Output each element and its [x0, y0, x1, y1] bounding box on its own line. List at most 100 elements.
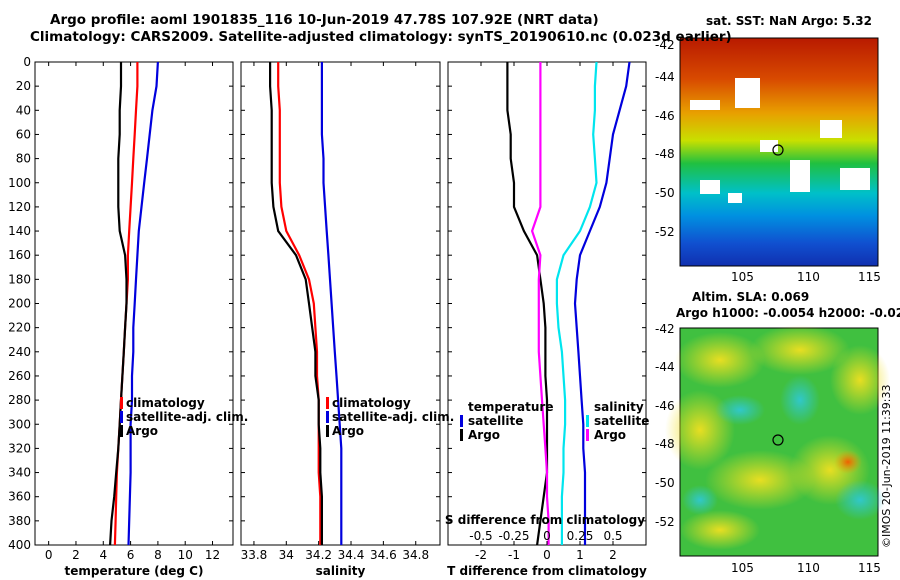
series-line-salinity-argo	[530, 62, 550, 545]
series-line-argo	[109, 62, 128, 546]
legend-swatch	[326, 411, 329, 423]
cloud-mask	[820, 120, 842, 138]
y-tick-label: 380	[8, 514, 31, 528]
cloud-mask	[790, 160, 810, 192]
cloud-mask	[690, 100, 720, 110]
y-tick-label: 40	[16, 103, 31, 117]
x-tick-label: 2	[72, 548, 80, 562]
header-line1: Argo profile: aoml 1901835_116 10-Jun-20…	[50, 12, 599, 28]
sst-lat-tick: -52	[655, 225, 675, 239]
y-tick-label: 360	[8, 490, 31, 504]
sst-lat-tick: -42	[655, 38, 675, 52]
sst-lon-tick: 115	[858, 270, 881, 284]
sst-lon-tick: 110	[797, 270, 820, 284]
sla-lat-tick: -42	[655, 322, 675, 336]
timestamp: ©IMOS 20-Jun-2019 11:39:33	[880, 384, 893, 548]
header-line2: Climatology: CARS2009. Satellite-adjuste…	[30, 29, 732, 45]
x-tick-label: 0	[45, 548, 53, 562]
legend-label: satellite-adj. clim.	[126, 410, 248, 424]
sla-map	[665, 325, 890, 557]
legend-label: climatology	[126, 396, 205, 410]
sst-map	[679, 37, 879, 267]
y-tick-label: 160	[8, 248, 31, 262]
x-tick-label: 0	[543, 548, 551, 562]
legend-swatch	[120, 397, 123, 409]
x-tick-label: 33.8	[241, 548, 268, 562]
sla-lat-tick: -44	[655, 360, 675, 374]
sst-lat-tick: -50	[655, 186, 675, 200]
x-axis-label: T difference from climatology	[447, 564, 647, 578]
y-tick-label: 0	[23, 55, 31, 69]
x-tick-label: 2	[609, 548, 617, 562]
x-tick-label: 6	[127, 548, 135, 562]
x-tick-label: 34.4	[338, 548, 365, 562]
legend-label: satellite-adj. clim.	[332, 410, 454, 424]
top-x-tick-label: -0.5	[469, 529, 492, 543]
sst-lat-tick: -48	[655, 147, 675, 161]
sst-lat-tick: -46	[655, 109, 675, 123]
series-line-argo	[269, 62, 323, 545]
legend-swatch	[460, 429, 463, 441]
x-tick-label: 1	[576, 548, 584, 562]
y-tick-label: 20	[16, 79, 31, 93]
y-tick-label: 260	[8, 369, 31, 383]
x-axis-label: temperature (deg C)	[65, 564, 204, 578]
legend-label: Argo	[468, 428, 500, 442]
x-tick-label: 12	[205, 548, 220, 562]
y-tick-label: 80	[16, 152, 31, 166]
cloud-mask	[840, 168, 870, 190]
y-tick-label: 140	[8, 224, 31, 238]
x-tick-label: 34.6	[370, 548, 397, 562]
y-tick-label: 340	[8, 466, 31, 480]
legend-label: satellite	[468, 414, 523, 428]
legend-title: temperature	[468, 400, 553, 414]
legend-swatch	[586, 415, 589, 427]
legend-title: salinity	[594, 400, 644, 414]
series-line-climatology	[277, 62, 322, 545]
legend-label: Argo	[594, 428, 626, 442]
legend-swatch	[460, 415, 463, 427]
y-tick-label: 60	[16, 127, 31, 141]
sla-lat-tick: -50	[655, 476, 675, 490]
series-line-satellite-adj-clim-	[127, 61, 159, 546]
x-tick-label: 4	[99, 548, 107, 562]
y-tick-label: 320	[8, 441, 31, 455]
series-line-salinity-satellite	[555, 61, 598, 545]
sst-lon-tick: 105	[731, 270, 754, 284]
chart-panel-1: 0204060801001201401601802002202402602803…	[8, 55, 248, 578]
sla-lat-tick: -52	[655, 515, 675, 529]
y-tick-label: 120	[8, 200, 31, 214]
y-tick-label: 180	[8, 272, 31, 286]
sla-lon-tick: 110	[797, 561, 820, 575]
series-line-temperature-satellite	[573, 61, 631, 545]
legend-swatch	[586, 429, 589, 441]
y-tick-label: 100	[8, 176, 31, 190]
x-tick-label: 8	[154, 548, 162, 562]
legend-label: Argo	[332, 424, 364, 438]
top-x-tick-label: 0.25	[567, 529, 594, 543]
legend-label: satellite	[594, 414, 649, 428]
sst-lat-tick: -44	[655, 70, 675, 84]
legend-swatch	[120, 425, 123, 437]
cloud-mask	[728, 193, 742, 203]
x-tick-label: 34	[279, 548, 294, 562]
sla-map-title1: Altim. SLA: 0.069	[692, 290, 810, 304]
chart-panel-2: 33.8 34 34.2 34.4 34.6 34.8 salinity climatolog…	[240, 61, 454, 578]
x-tick-label: -2	[475, 548, 487, 562]
argo-location-marker	[772, 144, 784, 156]
sla-lat-tick: -46	[655, 399, 675, 413]
legend-label: Argo	[126, 424, 158, 438]
y-tick-label: 240	[8, 345, 31, 359]
legend-swatch	[326, 397, 329, 409]
y-tick-label: 400	[8, 538, 31, 552]
y-tick-label: 220	[8, 321, 31, 335]
x-tick-label: 10	[178, 548, 193, 562]
sst-map-title: sat. SST: NaN Argo: 5.32	[706, 14, 872, 28]
x-tick-label: -1	[508, 548, 520, 562]
x-axis-label: salinity	[316, 564, 366, 578]
argo-location-marker	[772, 434, 784, 446]
legend-label: climatology	[332, 396, 411, 410]
cloud-mask	[735, 78, 760, 108]
top-x-tick-label: -0.25	[498, 529, 529, 543]
